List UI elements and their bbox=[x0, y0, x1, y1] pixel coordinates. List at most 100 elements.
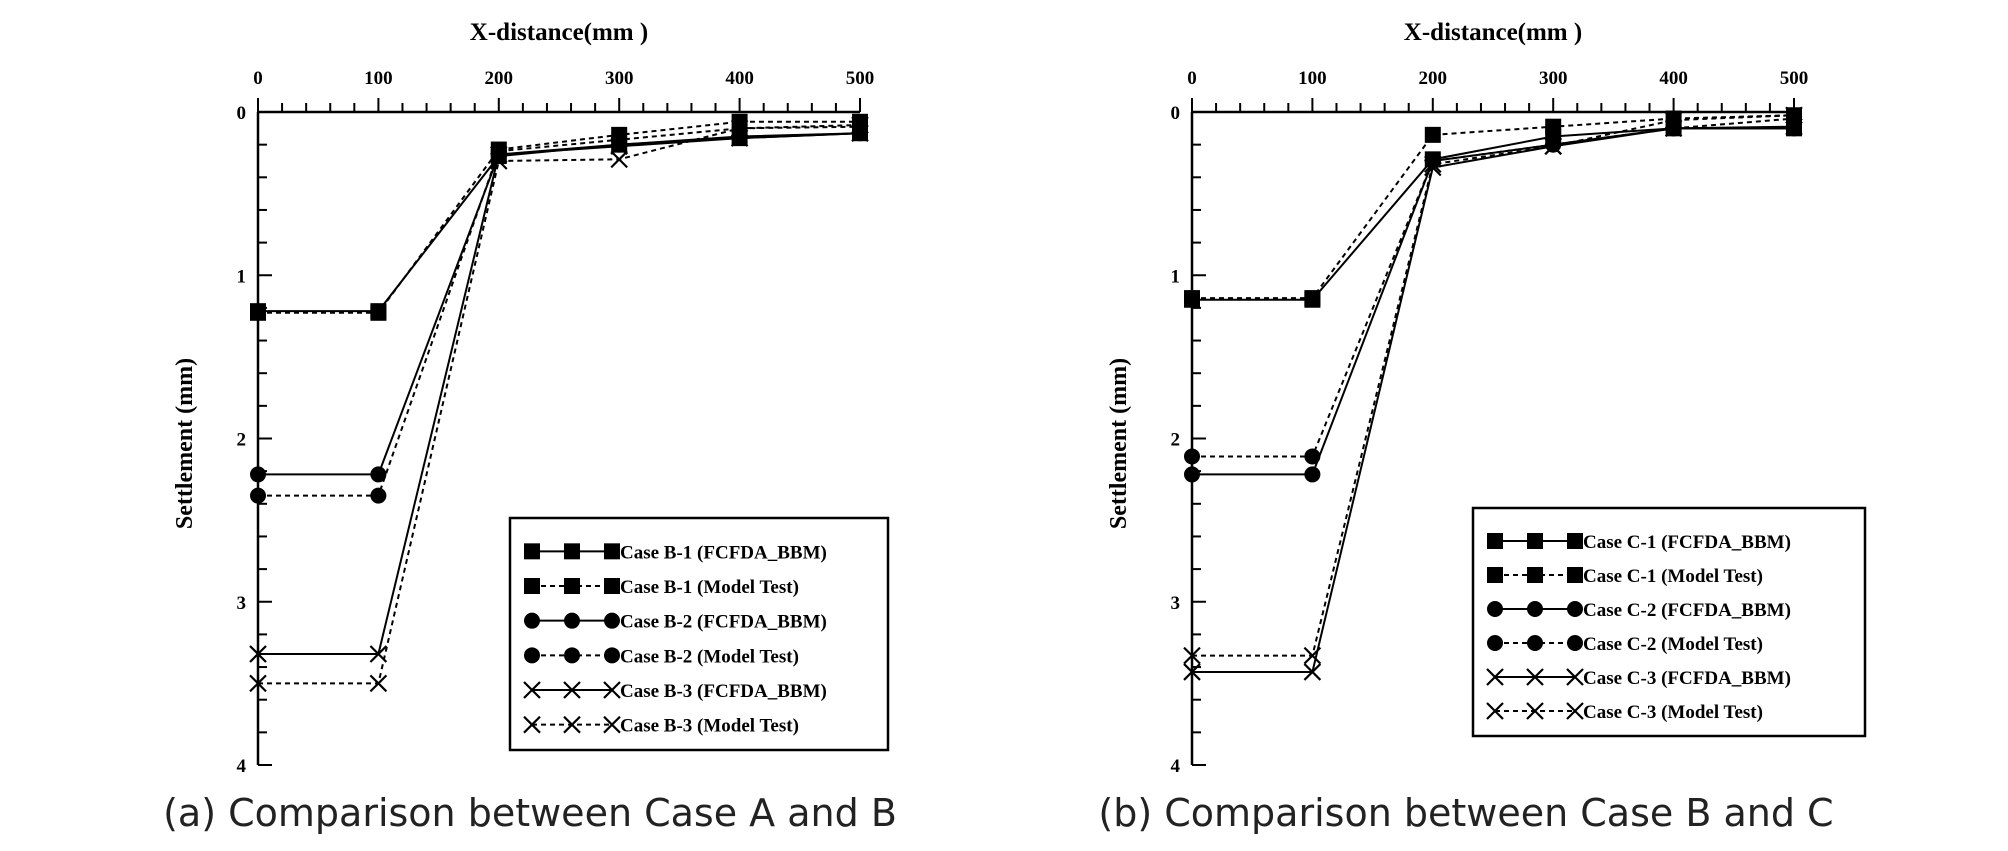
data-point bbox=[1785, 106, 1803, 125]
y-tick-label: 4 bbox=[1171, 756, 1181, 777]
legend-marker bbox=[604, 543, 620, 560]
legend-label: Case B-2 (FCFDA_BBM) bbox=[620, 612, 827, 633]
series-x-solid bbox=[249, 124, 869, 663]
series-square-solid bbox=[1184, 120, 1802, 308]
series-square-dashed bbox=[1184, 107, 1802, 307]
legend-item: Case C-2 (Model Test) bbox=[1487, 634, 1763, 655]
series-line bbox=[258, 124, 861, 685]
legend-marker bbox=[1567, 601, 1583, 617]
y-axis-title: Settlement (mm) bbox=[1106, 358, 1132, 529]
data-point bbox=[249, 645, 267, 663]
data-point bbox=[1184, 290, 1200, 307]
legend-label: Case C-3 (FCFDA_BBM) bbox=[1583, 668, 1791, 689]
data-point bbox=[250, 466, 266, 483]
y-tick-label: 0 bbox=[1171, 103, 1181, 124]
x-tick-label: 300 bbox=[605, 68, 634, 89]
legend-item: Case C-1 (Model Test) bbox=[1487, 566, 1763, 587]
chart-a: 0 100 200 300 400 500 0 1 2 3 4 X-distance(mm ) Sett… bbox=[163, 19, 897, 835]
legend-marker bbox=[604, 612, 620, 629]
legend-marker bbox=[564, 578, 580, 594]
legend-marker bbox=[1526, 702, 1544, 720]
legend-marker bbox=[603, 681, 621, 699]
y-tick-label: 3 bbox=[1171, 593, 1181, 614]
y-axis-title: Settlement (mm) bbox=[172, 358, 198, 529]
legend: Case B-1 (FCFDA_BBM) Case B-1 (Model Test… bbox=[508, 516, 890, 752]
series-line bbox=[1192, 127, 1794, 476]
series-line bbox=[258, 132, 861, 476]
legend-marker bbox=[1566, 702, 1584, 720]
series-line bbox=[1192, 114, 1795, 657]
data-point bbox=[851, 124, 869, 143]
data-point bbox=[610, 150, 628, 169]
legend-marker bbox=[523, 681, 541, 699]
x-tick-label: 500 bbox=[1780, 68, 1809, 89]
data-point bbox=[370, 466, 387, 483]
data-point bbox=[250, 487, 266, 504]
series-x-dashed bbox=[249, 116, 869, 693]
legend-label: Case B-2 (Model Test) bbox=[620, 646, 799, 667]
legend-marker bbox=[524, 647, 540, 664]
x-tick-label: 0 bbox=[1187, 68, 1197, 89]
legend-marker bbox=[1487, 601, 1503, 617]
legend-marker bbox=[564, 647, 580, 664]
legend-marker bbox=[563, 681, 581, 699]
legend-item: Case B-1 (Model Test) bbox=[524, 577, 799, 598]
legend-item: Case C-1 (FCFDA_BBM) bbox=[1487, 532, 1791, 553]
chart-b: 0 100 200 300 400 500 0 1 2 3 4 X-distance(mm ) Sett… bbox=[1098, 19, 1867, 835]
data-point bbox=[1303, 663, 1322, 681]
legend-item: Case C-2 (FCFDA_BBM) bbox=[1487, 600, 1791, 621]
legend-label: Case C-3 (Model Test) bbox=[1583, 702, 1763, 723]
figure-caption: (b) Comparison between Case B and C bbox=[1098, 791, 1833, 835]
data-point bbox=[490, 143, 507, 160]
legend-marker bbox=[1567, 567, 1583, 583]
legend-item: Case B-1 (FCFDA_BBM) bbox=[524, 542, 827, 563]
data-point bbox=[851, 116, 869, 134]
legend-item: Case C-3 (FCFDA_BBM) bbox=[1486, 668, 1791, 689]
legend-marker bbox=[1567, 533, 1583, 549]
x-axis-title: X-distance(mm ) bbox=[470, 19, 648, 46]
y-tick-label: 2 bbox=[1171, 430, 1181, 451]
data-point bbox=[1184, 466, 1200, 483]
legend-marker bbox=[604, 578, 620, 594]
legend-marker bbox=[1487, 533, 1503, 549]
series-line bbox=[1192, 114, 1795, 300]
y-tick-label: 2 bbox=[237, 430, 247, 451]
legend-label: Case B-1 (FCFDA_BBM) bbox=[620, 542, 827, 563]
x-tick-label: 100 bbox=[364, 68, 393, 89]
x-tick-label: 400 bbox=[1659, 68, 1688, 89]
data-point bbox=[490, 145, 508, 164]
legend-label: Case C-2 (FCFDA_BBM) bbox=[1583, 600, 1791, 621]
legend-marker bbox=[524, 578, 540, 594]
data-point bbox=[490, 152, 508, 170]
x-tick-label: 100 bbox=[1298, 68, 1327, 89]
legend-marker bbox=[1566, 668, 1584, 686]
x-tick-label: 200 bbox=[1419, 68, 1448, 89]
data-point bbox=[1545, 118, 1562, 135]
legend-marker bbox=[604, 647, 620, 664]
data-point bbox=[369, 674, 388, 693]
legend-marker bbox=[603, 715, 621, 734]
data-point bbox=[730, 119, 749, 138]
series-line bbox=[258, 132, 861, 655]
legend-marker bbox=[1487, 635, 1503, 651]
data-point bbox=[1786, 110, 1802, 127]
legend-label: Case C-2 (Model Test) bbox=[1583, 634, 1763, 655]
legend-marker bbox=[564, 543, 580, 560]
data-point bbox=[1545, 136, 1562, 153]
data-point bbox=[1303, 646, 1322, 665]
data-point bbox=[1304, 466, 1321, 483]
data-point bbox=[249, 674, 267, 693]
x-tick-label: 500 bbox=[846, 68, 875, 89]
series-line bbox=[1192, 125, 1795, 673]
series-circle-dashed bbox=[1184, 110, 1802, 465]
legend-label: Case B-1 (Model Test) bbox=[620, 577, 799, 598]
y-tick-label: 0 bbox=[237, 103, 247, 124]
legend-marker bbox=[524, 543, 540, 560]
y-tick-label: 4 bbox=[237, 756, 247, 777]
legend-label: Case C-1 (Model Test) bbox=[1583, 566, 1763, 587]
data-point bbox=[610, 137, 628, 156]
data-point bbox=[1184, 448, 1200, 465]
legend-item: Case B-3 (FCFDA_BBM) bbox=[523, 681, 827, 702]
legend-marker bbox=[1486, 668, 1504, 686]
